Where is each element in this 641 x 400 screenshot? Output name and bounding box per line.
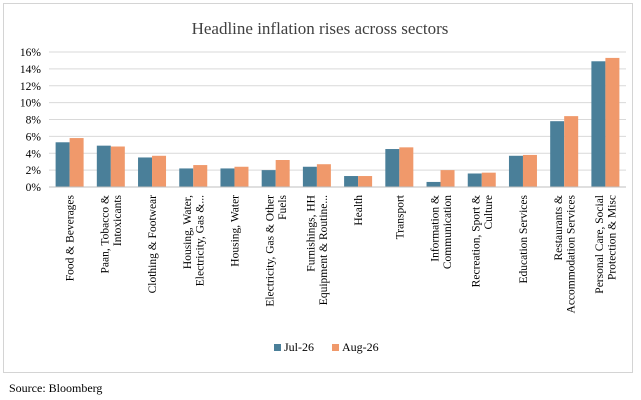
bar-jul-26 [385, 149, 400, 187]
bar-aug-26 [481, 172, 496, 187]
y-tick-label: 14% [20, 64, 42, 76]
bar-aug-26 [110, 146, 125, 187]
x-tick-label: Housing, Water,Electricity, Gas &... [182, 195, 207, 286]
x-tick-label: Clothing & Footwear [147, 195, 159, 294]
bar-jul-26 [344, 176, 359, 187]
x-tick-label: Information &Communication [429, 195, 454, 269]
source-note: Source: Bloomberg [9, 381, 103, 395]
x-tick-label: Recreation, Sport &Culture [471, 195, 496, 287]
bar-jul-26 [550, 121, 565, 187]
bar-jul-26 [138, 157, 153, 187]
x-axis-labels: Food & Beverages Paan, Tobacco &Intoxican… [65, 194, 619, 313]
gridlines [49, 51, 626, 171]
x-tick-label: Paan, Tobacco &Intoxicants [100, 194, 125, 273]
bar-jul-26 [508, 155, 523, 187]
x-tick-label: Education Services [518, 194, 530, 283]
bar-aug-26 [234, 166, 249, 187]
y-tick-label: 12% [20, 81, 42, 93]
bars [55, 57, 620, 187]
bar-aug-26 [152, 155, 167, 187]
bar-jul-26 [220, 168, 235, 187]
bar-jul-26 [179, 168, 194, 187]
bar-aug-26 [358, 176, 373, 187]
y-tick-label: 6% [26, 131, 42, 143]
bar-aug-26 [399, 147, 414, 187]
bar-jul-26 [591, 61, 606, 187]
bar-aug-26 [193, 165, 208, 187]
bar-jul-26 [96, 145, 111, 187]
x-tick-label: Health [353, 195, 365, 226]
bar-aug-26 [522, 154, 537, 187]
bar-jul-26 [467, 173, 482, 187]
chart-title: Headline inflation rises across sectors [192, 19, 449, 38]
bar-jul-26 [261, 170, 276, 187]
chart: Headline inflation rises across sectors … [20, 19, 626, 354]
bar-aug-26 [605, 57, 620, 187]
bar-jul-26 [55, 142, 70, 187]
y-tick-label: 4% [26, 148, 42, 160]
x-tick-label: Furnishings, HHEquipment & Routine... [306, 195, 331, 305]
bar-aug-26 [69, 138, 84, 187]
legend: Jul-26 Aug-26 [274, 340, 379, 354]
bar-aug-26 [275, 160, 290, 187]
x-tick-label: Restaurants &Accommodation Services [553, 194, 578, 313]
legend-label: Jul-26 [284, 340, 314, 354]
x-tick-label: Transport [394, 194, 406, 239]
bar-jul-26 [426, 181, 441, 187]
y-tick-label: 8% [26, 115, 42, 127]
y-tick-label: 0% [26, 182, 42, 194]
bar-jul-26 [302, 166, 317, 187]
legend-swatch [332, 344, 339, 351]
y-tick-label: 16% [20, 47, 42, 59]
y-axis-ticks: 0% 2% 4% 6% 8% 10% 12% 14% 16% [20, 47, 42, 194]
chart-frame [3, 3, 633, 373]
legend-label: Aug-26 [342, 340, 379, 354]
x-tick-label: Food & Beverages [65, 194, 77, 281]
x-tick-label: Electricity, Gas & OtherFuels [264, 194, 289, 306]
bar-aug-26 [316, 164, 331, 187]
legend-swatch [274, 344, 281, 351]
x-tick-label: Housing, Water [229, 195, 241, 267]
x-tick-label: Personal Care, SocialProtection & Misc [594, 195, 619, 294]
bar-aug-26 [564, 116, 579, 187]
y-tick-label: 2% [26, 165, 42, 177]
y-tick-label: 10% [20, 98, 42, 110]
bar-aug-26 [440, 170, 455, 187]
